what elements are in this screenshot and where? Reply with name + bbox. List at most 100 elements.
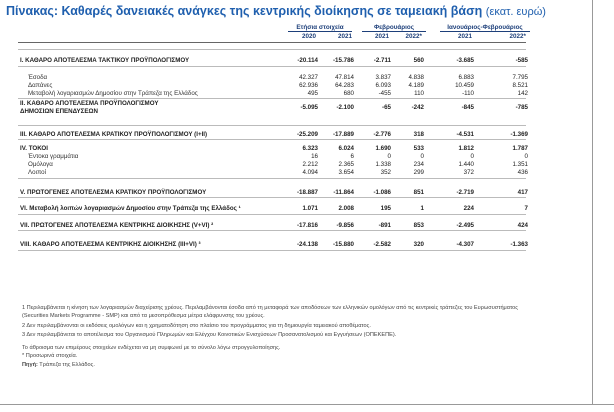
cell: -2.495	[456, 222, 474, 229]
cell: -242	[411, 104, 424, 111]
cell: -455	[378, 90, 391, 97]
cell: 4.189	[408, 82, 424, 89]
cell: 6	[350, 153, 354, 160]
cell: -2.582	[373, 241, 391, 248]
cell: 6.883	[458, 74, 474, 81]
cell: 0	[387, 153, 391, 160]
column-header: 2021	[337, 33, 352, 40]
cell: 224	[463, 205, 474, 212]
cell: 1.351	[512, 161, 528, 168]
cell: 47.814	[335, 74, 354, 81]
column-header: 2022*	[509, 33, 526, 40]
column-group: Ιανουάριος-Φεβρουάριος	[440, 24, 530, 32]
column-header: 2020	[301, 33, 316, 40]
cell: -24.138	[297, 241, 318, 248]
provisional-note: * Προσωρινά στοιχεία.	[22, 353, 78, 359]
rule	[18, 66, 526, 67]
cell: -785	[515, 104, 528, 111]
cell: -845	[461, 104, 474, 111]
cell: 560	[413, 57, 424, 64]
frame-line	[0, 404, 614, 405]
row-label: IV. ΤΟΚΟΙ	[20, 145, 48, 152]
cell: 1.812	[458, 145, 474, 152]
cell: 10.459	[455, 82, 474, 89]
cell: 64.283	[335, 82, 354, 89]
cell: 2.365	[338, 161, 354, 168]
cell: 320	[413, 241, 424, 248]
cell: 2.212	[302, 161, 318, 168]
column-group: Φεβρουάριος	[362, 24, 426, 32]
cell: -65	[382, 104, 391, 111]
cell: 1.787	[512, 145, 528, 152]
row-label: Μεταβολή λογαριασμών Δημοσίου στην Τράπε…	[28, 90, 198, 97]
frame-line	[592, 0, 593, 404]
rule	[18, 178, 526, 179]
row-label: V. ΠΡΩΤΟΓΕΝΕΣ ΑΠΟΤΕΛΕΣΜΑ ΚΡΑΤΙΚΟΥ ΠΡΟΫΠΟ…	[20, 189, 207, 196]
row-label: Δαπάνες	[28, 82, 53, 89]
footnote: 3 Δεν περιλαμβάνεται το αποτέλεσμα του Ο…	[22, 332, 397, 338]
rule	[18, 250, 526, 251]
cell: 1.440	[458, 161, 474, 168]
cell: 424	[517, 222, 528, 229]
cell: 417	[517, 189, 528, 196]
cell: 372	[463, 169, 474, 176]
cell: 0	[524, 153, 528, 160]
cell: -15.786	[333, 57, 354, 64]
rule	[18, 49, 526, 50]
cell: 6.024	[338, 145, 354, 152]
row-label: III. ΚΑΘΑΡΟ ΑΠΟΤΕΛΕΣΜΑ ΚΡΑΤΙΚΟΥ ΠΡΟΫΠΟΛΟ…	[20, 131, 208, 138]
cell: -2.776	[373, 131, 391, 138]
cell: 1.071	[302, 205, 318, 212]
cell: 0	[420, 153, 424, 160]
cell: 352	[380, 169, 391, 176]
cell: 110	[414, 90, 424, 97]
cell: 195	[380, 205, 391, 212]
cell: 7.795	[512, 74, 528, 81]
cell: -2.711	[373, 57, 391, 64]
cell: 4.838	[408, 74, 424, 81]
cell: -9.856	[336, 222, 354, 229]
row-label: VI. Μεταβολή λοιπών λογαριασμών Δημοσίου…	[20, 205, 241, 212]
column-header: 2021	[374, 33, 389, 40]
row-label: II. ΚΑΘΑΡΟ ΑΠΟΤΕΛΕΣΜΑ ΠΡΟΫΠΟΛΟΓΙΣΜΟΥ ΔΗΜ…	[20, 100, 159, 115]
rule	[18, 125, 526, 126]
cell: -3.685	[456, 57, 474, 64]
row-label: Έντοκα γραμμάτια	[28, 153, 79, 160]
footnote: 1 Περιλαμβάνεται η κίνηση των λογαριασμώ…	[22, 305, 518, 319]
rule	[18, 42, 526, 43]
cell: -25.209	[297, 131, 318, 138]
column-header: 2021	[457, 33, 472, 40]
footnote: 2 Δεν περιλαμβάνονται οι εκδόσεις ομολόγ…	[22, 323, 371, 329]
cell: 3.837	[375, 74, 391, 81]
rule	[18, 230, 526, 231]
cell: 234	[413, 161, 424, 168]
row-label: Ομόλογα	[28, 161, 53, 168]
cell: -891	[378, 222, 391, 229]
cell: 16	[311, 153, 318, 160]
column-group: Ετήσια στοιχεία	[288, 24, 352, 32]
cell: 533	[413, 145, 424, 152]
cell: -1.363	[510, 241, 528, 248]
unit: (εκατ. ευρώ)	[485, 6, 546, 18]
cell: -20.114	[297, 57, 318, 64]
cell: 299	[413, 169, 424, 176]
cell: -4.531	[456, 131, 474, 138]
cell: -1.369	[510, 131, 528, 138]
cell: 7	[524, 205, 528, 212]
cell: -15.880	[333, 241, 354, 248]
source-text: Τράπεζα της Ελλάδος.	[37, 362, 95, 368]
cell: 6.323	[302, 145, 318, 152]
column-header: 2022*	[405, 33, 422, 40]
rule	[18, 98, 526, 99]
cell: 318	[413, 131, 424, 138]
title: Πίνακας: Καθαρές δανειακές ανάγκες της κ…	[6, 4, 546, 18]
row-label: I. ΚΑΘΑΡΟ ΑΠΟΤΕΛΕΣΜΑ ΤΑΚΤΙΚΟΥ ΠΡΟΫΠΟΛΟΓΙ…	[20, 57, 190, 64]
cell: 853	[413, 222, 424, 229]
cell: 0	[470, 153, 474, 160]
cell: 3.654	[338, 169, 354, 176]
rule	[18, 197, 526, 198]
row-label: VII. ΠΡΩΤΟΓΕΝΕΣ ΑΠΟΤΕΛΕΣΜΑ ΚΕΝΤΡΙΚΗΣ ΔΙΟ…	[20, 222, 214, 229]
rule	[18, 139, 526, 140]
footnote: Το άθροισμα των επιμέρους στοιχείων ενδέ…	[22, 345, 281, 351]
